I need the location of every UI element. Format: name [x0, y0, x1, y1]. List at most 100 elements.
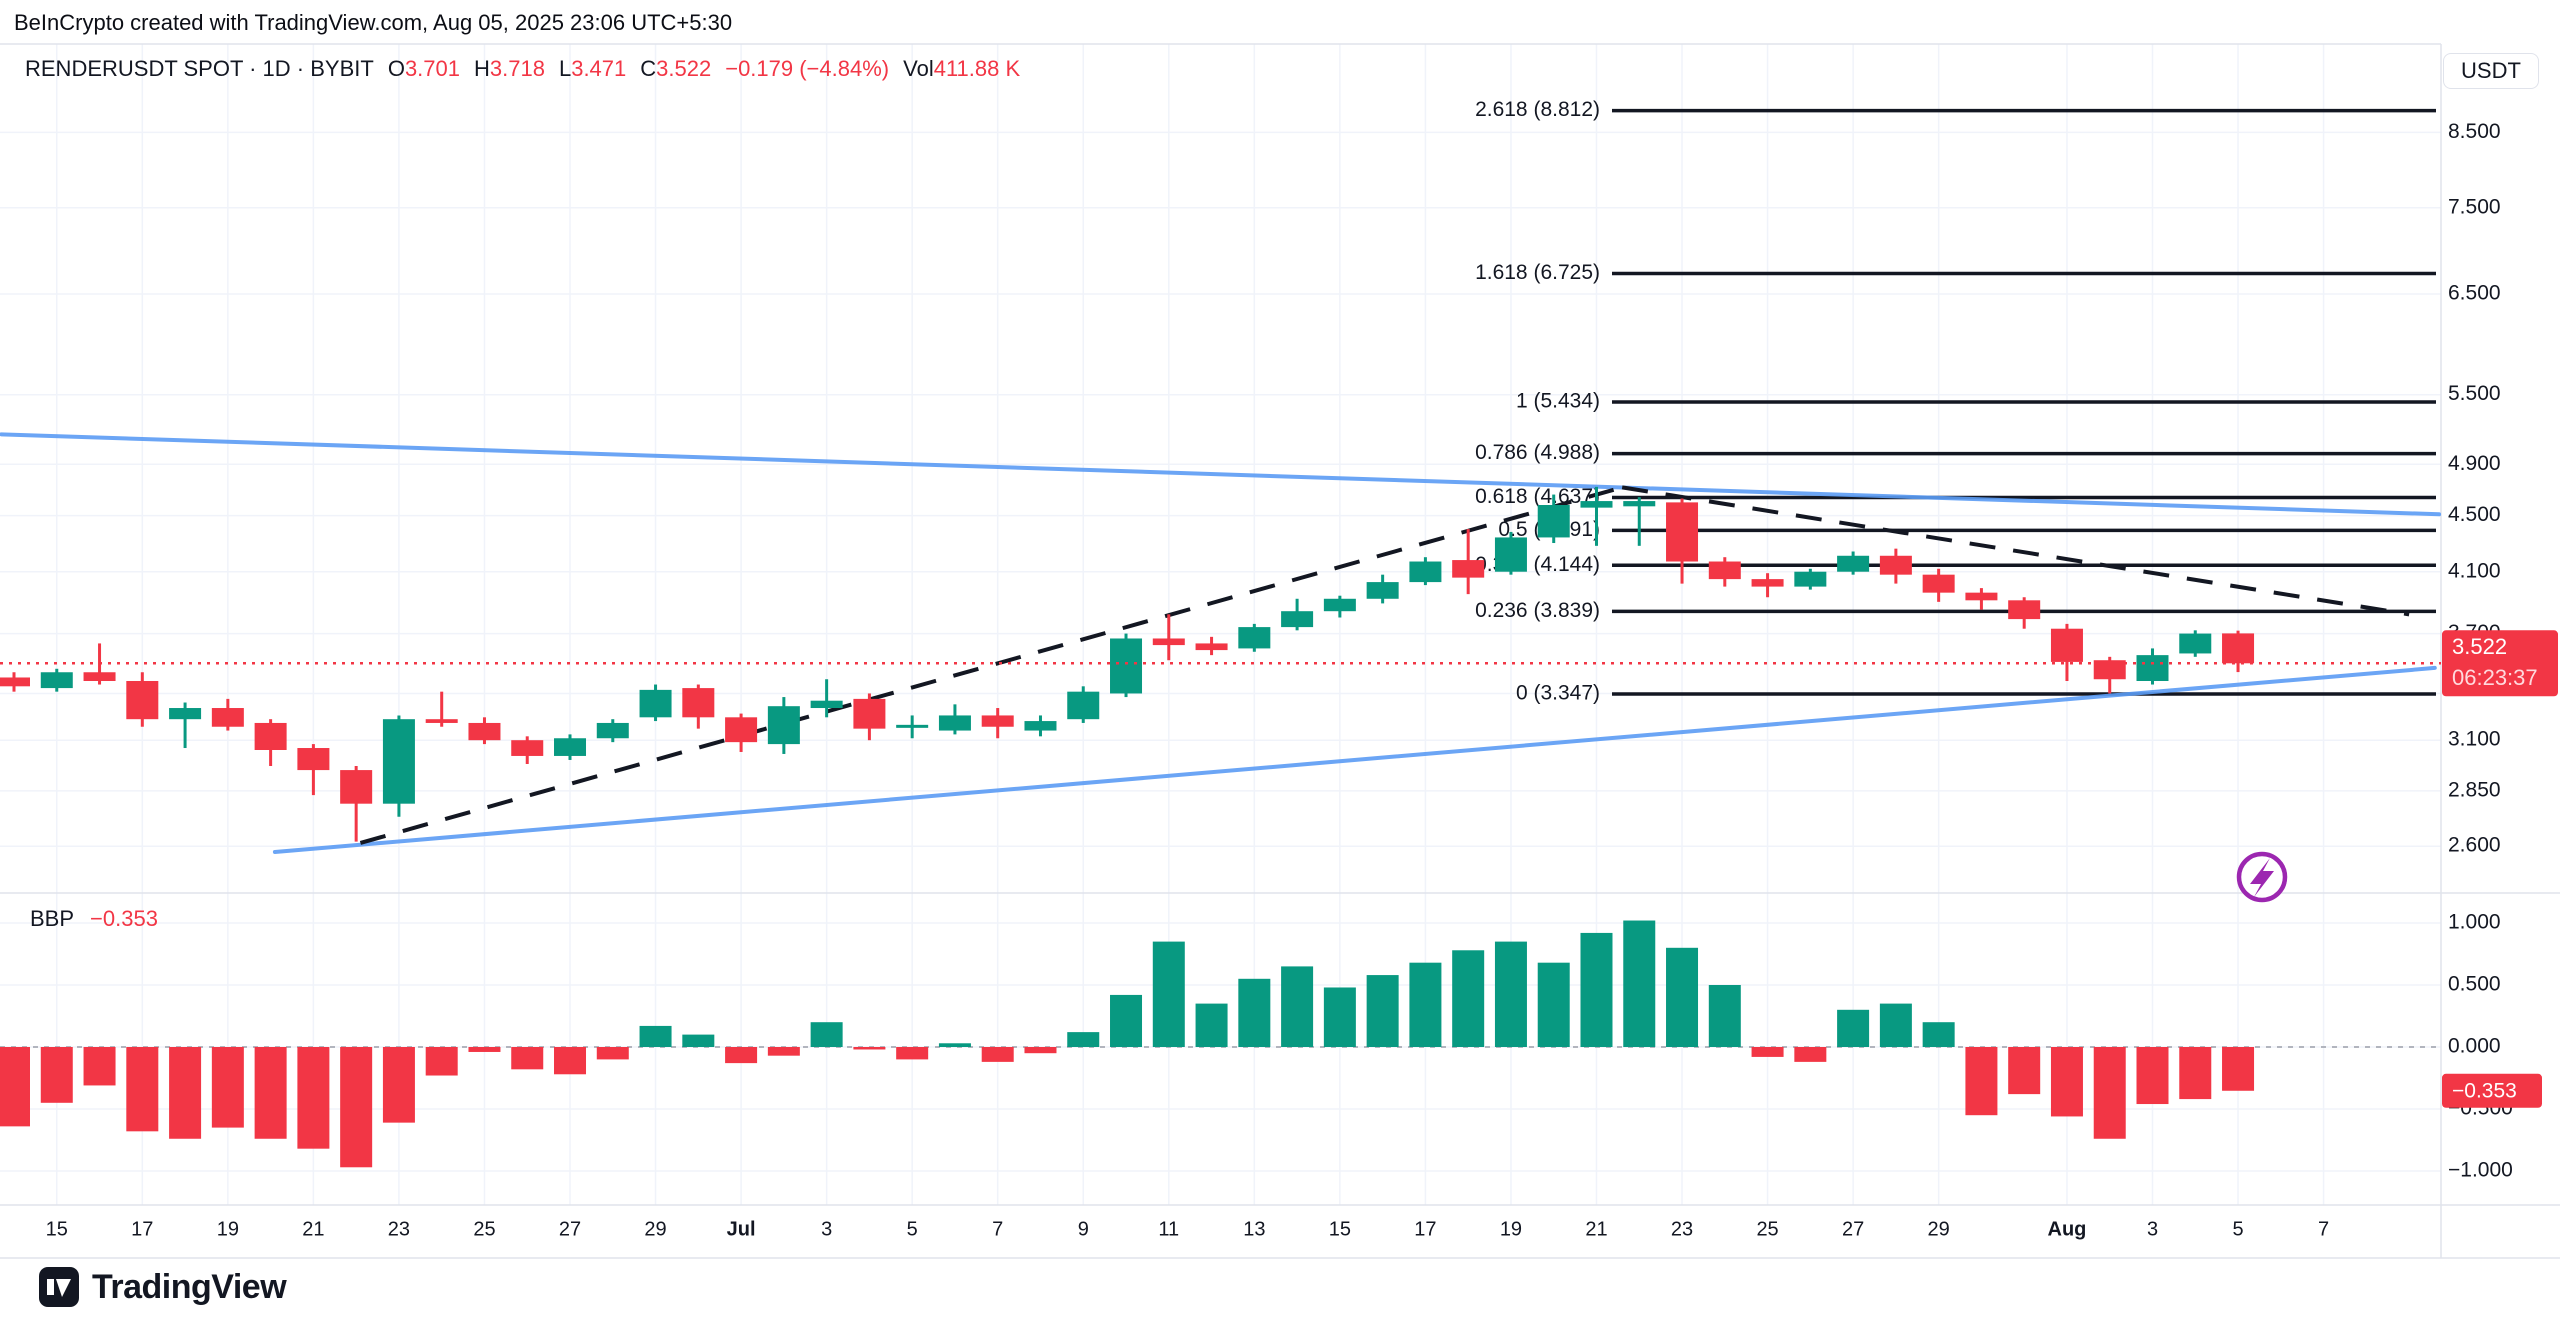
candle[interactable] [1323, 595, 1356, 618]
candle[interactable] [1067, 686, 1100, 723]
candle[interactable] [1751, 573, 1784, 598]
bbp-bar[interactable] [1580, 932, 1613, 1047]
bbp-bar[interactable] [2136, 1047, 2169, 1105]
currency-button[interactable]: USDT [2443, 53, 2539, 89]
candle[interactable] [425, 691, 458, 727]
symbol-title[interactable]: RENDERUSDT SPOT · 1D · BYBIT [25, 56, 374, 81]
candle[interactable] [1238, 623, 1271, 652]
bbp-bar[interactable] [340, 1047, 373, 1168]
candle[interactable] [981, 708, 1014, 739]
bbp-bar[interactable] [1452, 950, 1485, 1047]
candle[interactable] [2050, 623, 2083, 681]
candle[interactable] [767, 697, 800, 754]
bbp-bar[interactable] [1794, 1047, 1827, 1062]
candle[interactable] [1195, 636, 1228, 656]
bbp-bar[interactable] [1067, 1032, 1100, 1047]
bbp-bar[interactable] [1922, 1022, 1955, 1047]
bbp-bar[interactable] [938, 1043, 971, 1047]
bbp-bar[interactable] [1323, 987, 1356, 1047]
candle[interactable] [1110, 633, 1143, 698]
candle[interactable] [1580, 486, 1613, 546]
candle[interactable] [1708, 557, 1741, 587]
bbp-bar[interactable] [2179, 1047, 2212, 1100]
candle[interactable] [340, 766, 373, 842]
candle[interactable] [1922, 568, 1955, 602]
candle[interactable] [725, 713, 758, 752]
candle[interactable] [554, 734, 587, 760]
candle[interactable] [810, 679, 843, 718]
bbp-bar[interactable] [468, 1047, 501, 1052]
candle[interactable] [2136, 648, 2169, 685]
candle[interactable] [2093, 656, 2126, 694]
bbp-bar[interactable] [83, 1047, 116, 1086]
bbp-bar[interactable] [0, 1047, 30, 1127]
bbp-bar[interactable] [554, 1047, 587, 1075]
candle[interactable] [1366, 574, 1399, 604]
bbp-bar[interactable] [1281, 966, 1314, 1047]
candle[interactable] [0, 672, 30, 692]
bbp-bar[interactable] [2008, 1047, 2041, 1095]
candle[interactable] [1494, 531, 1527, 575]
bbp-bar[interactable] [853, 1047, 886, 1050]
candle[interactable] [211, 698, 244, 731]
candle[interactable] [2008, 597, 2041, 629]
bbp-bar[interactable] [2093, 1047, 2126, 1139]
bbp-bar[interactable] [297, 1047, 330, 1149]
bbp-bar[interactable] [1366, 975, 1399, 1047]
bbp-bar[interactable] [725, 1047, 758, 1064]
candle[interactable] [896, 715, 929, 739]
bbp-bar[interactable] [2222, 1047, 2255, 1091]
bbp-bar[interactable] [896, 1047, 929, 1060]
candle[interactable] [1837, 551, 1870, 575]
candle[interactable] [382, 715, 415, 817]
bbp-bar[interactable] [1666, 947, 1699, 1047]
bbp-bar[interactable] [1708, 985, 1741, 1047]
candle[interactable] [40, 668, 73, 692]
candle[interactable] [682, 684, 715, 729]
bbp-bar[interactable] [211, 1047, 244, 1128]
bbp-bar[interactable] [639, 1025, 672, 1047]
candle[interactable] [1409, 557, 1442, 586]
bbp-bar[interactable] [1195, 1003, 1228, 1047]
candle[interactable] [853, 693, 886, 741]
bbp-bar[interactable] [1238, 978, 1271, 1047]
bbp-bar[interactable] [596, 1047, 629, 1060]
candle[interactable] [1152, 614, 1185, 661]
candle[interactable] [1024, 715, 1057, 737]
candle[interactable] [1281, 598, 1314, 631]
bbp-bar[interactable] [1409, 962, 1442, 1047]
bbp-bar[interactable] [981, 1047, 1014, 1062]
bbp-bar[interactable] [126, 1047, 159, 1132]
bbp-bar[interactable] [1152, 941, 1185, 1047]
bbp-bar[interactable] [254, 1047, 287, 1139]
bbp-bar[interactable] [425, 1047, 458, 1076]
candle[interactable] [639, 684, 672, 722]
trendlines[interactable] [0, 432, 2442, 855]
bbp-bar[interactable] [1751, 1047, 1784, 1057]
tradingview-wordmark[interactable]: TradingView [92, 1267, 287, 1306]
candle[interactable] [1794, 568, 1827, 590]
bbp-bar[interactable] [2050, 1047, 2083, 1117]
candle[interactable] [468, 717, 501, 745]
bbp-bar[interactable] [1494, 941, 1527, 1047]
bbp-bar[interactable] [1024, 1047, 1057, 1054]
candle[interactable] [297, 744, 330, 796]
lower-ascending-trendline[interactable] [272, 665, 2437, 855]
bbp-bar[interactable] [767, 1047, 800, 1056]
bbp-bar[interactable] [1623, 920, 1656, 1047]
tradingview-logo-icon[interactable] [38, 1266, 80, 1308]
price-axis[interactable]: 8.5007.5006.5005.5004.9004.5004.1003.700… [2448, 120, 2501, 857]
upper-descending-trendline[interactable] [0, 432, 2442, 517]
bbp-bar[interactable] [1110, 994, 1143, 1047]
falling-dashed-trendline[interactable] [1621, 485, 2410, 617]
bbp-bar[interactable] [40, 1047, 73, 1103]
candle[interactable] [1537, 494, 1570, 544]
candle[interactable] [126, 672, 159, 727]
candle[interactable] [1965, 588, 1998, 610]
bbp-bar[interactable] [1837, 1009, 1870, 1047]
bbp-bar[interactable] [810, 1022, 843, 1047]
candle[interactable] [1623, 497, 1656, 546]
candle[interactable] [254, 719, 287, 767]
bbp-bar[interactable] [511, 1047, 544, 1070]
